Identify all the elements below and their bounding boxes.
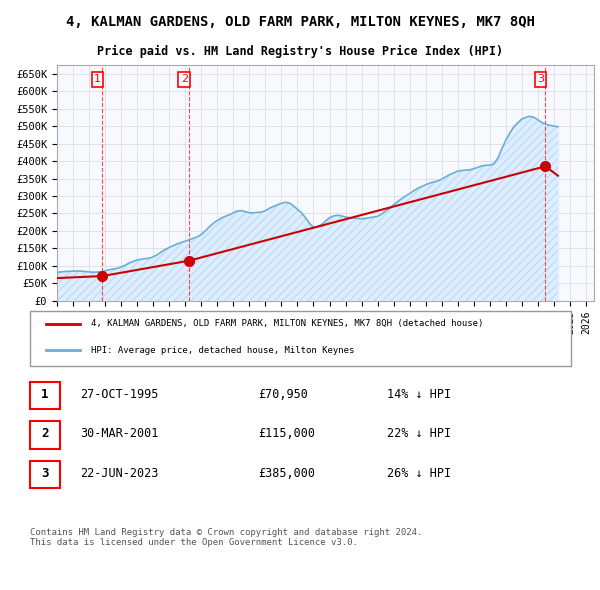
Text: 26% ↓ HPI: 26% ↓ HPI <box>387 467 451 480</box>
Text: 22-JUN-2023: 22-JUN-2023 <box>80 467 158 480</box>
Text: 3: 3 <box>41 467 49 480</box>
Text: 1: 1 <box>94 74 101 84</box>
Text: 2: 2 <box>41 427 49 440</box>
Text: 14% ↓ HPI: 14% ↓ HPI <box>387 388 451 401</box>
FancyBboxPatch shape <box>29 461 60 488</box>
Text: £70,950: £70,950 <box>259 388 308 401</box>
Text: 4, KALMAN GARDENS, OLD FARM PARK, MILTON KEYNES, MK7 8QH (detached house): 4, KALMAN GARDENS, OLD FARM PARK, MILTON… <box>91 319 484 328</box>
Text: 2: 2 <box>181 74 188 84</box>
FancyBboxPatch shape <box>29 311 571 366</box>
Text: Contains HM Land Registry data © Crown copyright and database right 2024.
This d: Contains HM Land Registry data © Crown c… <box>29 528 422 548</box>
FancyBboxPatch shape <box>29 421 60 448</box>
Text: £115,000: £115,000 <box>259 427 316 440</box>
Text: 4, KALMAN GARDENS, OLD FARM PARK, MILTON KEYNES, MK7 8QH: 4, KALMAN GARDENS, OLD FARM PARK, MILTON… <box>65 15 535 30</box>
Text: HPI: Average price, detached house, Milton Keynes: HPI: Average price, detached house, Milt… <box>91 346 355 355</box>
Text: 27-OCT-1995: 27-OCT-1995 <box>80 388 158 401</box>
Text: 22% ↓ HPI: 22% ↓ HPI <box>387 427 451 440</box>
Text: 30-MAR-2001: 30-MAR-2001 <box>80 427 158 440</box>
FancyBboxPatch shape <box>29 382 60 409</box>
Text: Price paid vs. HM Land Registry's House Price Index (HPI): Price paid vs. HM Land Registry's House … <box>97 45 503 58</box>
Text: 3: 3 <box>537 74 544 84</box>
Text: 1: 1 <box>41 388 49 401</box>
Text: £385,000: £385,000 <box>259 467 316 480</box>
